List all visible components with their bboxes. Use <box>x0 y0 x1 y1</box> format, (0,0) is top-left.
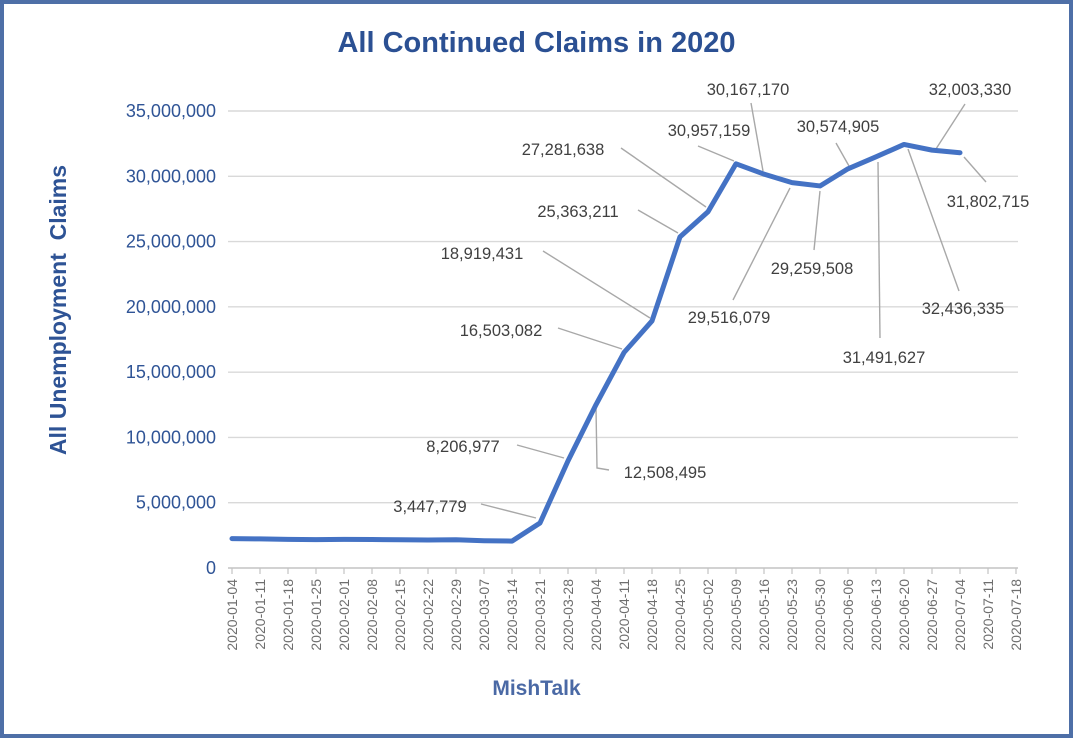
x-tick-label: 2020-05-23 <box>784 579 800 651</box>
x-tick-label: 2020-01-04 <box>224 579 240 651</box>
x-tick-label: 2020-02-08 <box>364 579 380 651</box>
y-tick-label: 20,000,000 <box>126 297 216 317</box>
x-tick-label: 2020-04-25 <box>672 579 688 651</box>
data-point-label: 31,802,715 <box>947 193 1030 211</box>
y-tick-label: 15,000,000 <box>126 362 216 382</box>
x-tick-label: 2020-02-15 <box>392 579 408 651</box>
x-tick-label: 2020-06-20 <box>896 579 912 651</box>
x-tick-label: 2020-07-11 <box>980 579 996 650</box>
data-label-callout <box>595 407 610 471</box>
x-tick-label: 2020-05-02 <box>700 579 716 651</box>
data-label-callout <box>516 444 565 459</box>
x-tick-label: 2020-05-30 <box>812 579 828 651</box>
x-tick-label: 2020-02-22 <box>420 579 436 651</box>
data-point-label: 27,281,638 <box>522 141 605 159</box>
data-point-label: 3,447,779 <box>393 498 466 516</box>
y-tick-label: 0 <box>206 558 216 578</box>
data-point-label: 30,957,159 <box>668 122 751 140</box>
data-label-callout <box>813 190 821 251</box>
y-tick-label: 30,000,000 <box>126 166 216 186</box>
data-point-label: 30,167,170 <box>707 81 790 99</box>
data-point-label: 18,919,431 <box>441 245 524 263</box>
x-tick-label: 2020-02-01 <box>336 579 352 651</box>
data-point-label: 29,259,508 <box>771 260 854 278</box>
data-label-callout <box>907 148 960 292</box>
data-label-callout <box>557 327 623 350</box>
x-tick-label: 2020-05-16 <box>756 579 772 651</box>
x-tick-label: 2020-01-11 <box>252 579 268 650</box>
y-tick-label: 25,000,000 <box>126 232 216 252</box>
x-tick-label: 2020-02-29 <box>448 579 464 651</box>
data-label-callout <box>480 503 537 519</box>
x-tick-label: 2020-06-27 <box>924 579 940 651</box>
x-tick-label: 2020-01-25 <box>308 579 324 651</box>
data-label-callout <box>697 145 735 162</box>
x-tick-label: 2020-03-07 <box>476 579 492 651</box>
x-tick-label: 2020-06-06 <box>840 579 856 651</box>
data-point-label: 29,516,079 <box>688 309 771 327</box>
x-tick-label: 2020-04-18 <box>644 579 660 651</box>
data-point-label: 25,363,211 <box>537 203 618 221</box>
x-tick-label: 2020-07-04 <box>952 579 968 651</box>
data-point-label: 32,436,335 <box>922 300 1005 318</box>
x-tick-label: 2020-01-18 <box>280 579 296 651</box>
data-point-label: 16,503,082 <box>460 322 543 340</box>
data-series-line <box>229 141 963 544</box>
x-tick-label: 2020-06-13 <box>868 579 884 651</box>
data-label-callout <box>732 187 791 301</box>
data-label-callout <box>877 161 881 339</box>
data-point-label: 8,206,977 <box>426 438 499 456</box>
x-tick-label: 2020-05-09 <box>728 579 744 651</box>
data-point-label: 30,574,905 <box>797 118 880 136</box>
data-label-callout <box>637 209 679 234</box>
data-point-label: 31,491,627 <box>843 349 926 367</box>
data-label-callout <box>963 156 987 183</box>
data-point-label: 12,508,495 <box>624 464 707 482</box>
data-label-callout <box>933 103 966 153</box>
y-tick-label: 5,000,000 <box>136 493 216 513</box>
x-tick-label: 2020-04-04 <box>588 579 604 651</box>
y-tick-label: 10,000,000 <box>126 427 216 447</box>
x-tick-label: 2020-07-18 <box>1008 579 1024 651</box>
footer-caption: MishTalk <box>492 677 581 700</box>
data-point-label: 32,003,330 <box>929 81 1012 99</box>
y-tick-label: 35,000,000 <box>126 101 216 121</box>
data-label-callout <box>750 102 764 172</box>
data-label-callout <box>835 142 850 167</box>
x-tick-label: 2020-03-28 <box>560 579 576 651</box>
x-tick-label: 2020-03-21 <box>532 579 548 651</box>
data-label-callout <box>620 147 707 208</box>
data-label-callout <box>542 250 651 319</box>
chart-title: All Continued Claims in 2020 <box>337 27 736 59</box>
x-tick-label: 2020-04-11 <box>616 579 632 650</box>
x-tick-label: 2020-03-14 <box>504 579 520 651</box>
